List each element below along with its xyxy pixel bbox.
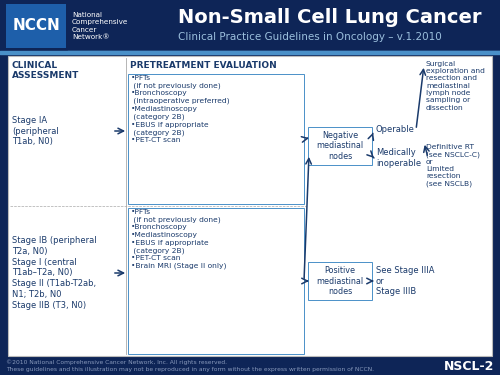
Text: •PFTs
 (if not previously done)
•Bronchoscopy
•Mediastinoscopy
•EBUS if appropri: •PFTs (if not previously done) •Bronchos… <box>131 209 226 269</box>
Text: Operable: Operable <box>376 126 415 135</box>
Text: Medically
inoperable: Medically inoperable <box>376 148 421 168</box>
Text: Surgical
exploration and
resection and
mediastinal
lymph node
sampling or
dissec: Surgical exploration and resection and m… <box>426 61 485 111</box>
Text: Stage IB (peripheral
T2a, N0)
Stage I (central
T1ab–T2a, N0)
Stage II (T1ab-T2ab: Stage IB (peripheral T2a, N0) Stage I (c… <box>12 236 96 310</box>
Bar <box>128 74 304 204</box>
Text: ©2010 National Comprehensive Cancer Network, Inc. All rights reserved.: ©2010 National Comprehensive Cancer Netw… <box>6 359 227 365</box>
Text: Definitive RT
(see NSCLC-C)
or
Limited
resection
(see NSCLB): Definitive RT (see NSCLC-C) or Limited r… <box>426 144 480 187</box>
Text: PRETREATMENT EVALUATION: PRETREATMENT EVALUATION <box>130 61 277 70</box>
Bar <box>308 262 372 300</box>
Bar <box>8 56 492 356</box>
Text: Clinical Practice Guidelines in Oncology – v.1.2010: Clinical Practice Guidelines in Oncology… <box>178 33 442 42</box>
Text: Negative
mediastinal
nodes: Negative mediastinal nodes <box>316 131 364 161</box>
Text: CLINICAL
ASSESSMENT: CLINICAL ASSESSMENT <box>12 61 80 80</box>
Text: Positive
mediastinal
nodes: Positive mediastinal nodes <box>316 266 364 296</box>
Text: National
Comprehensive
Cancer
Network®: National Comprehensive Cancer Network® <box>72 12 128 40</box>
Text: Stage IA
(peripheral
T1ab, N0): Stage IA (peripheral T1ab, N0) <box>12 116 59 146</box>
Text: •PFTs
 (if not previously done)
•Bronchoscopy
 (intraoperative preferred)
•Media: •PFTs (if not previously done) •Bronchos… <box>131 75 230 143</box>
Text: NCCN: NCCN <box>12 18 60 33</box>
Text: See Stage IIIA
or
Stage IIIB: See Stage IIIA or Stage IIIB <box>376 266 434 296</box>
Bar <box>308 127 372 165</box>
Text: NSCL-2: NSCL-2 <box>444 360 494 372</box>
Bar <box>128 208 304 354</box>
Text: Non-Small Cell Lung Cancer: Non-Small Cell Lung Cancer <box>178 8 482 27</box>
Bar <box>6 4 66 48</box>
Text: These guidelines and this illustration may not be reproduced in any form without: These guidelines and this illustration m… <box>6 366 374 372</box>
